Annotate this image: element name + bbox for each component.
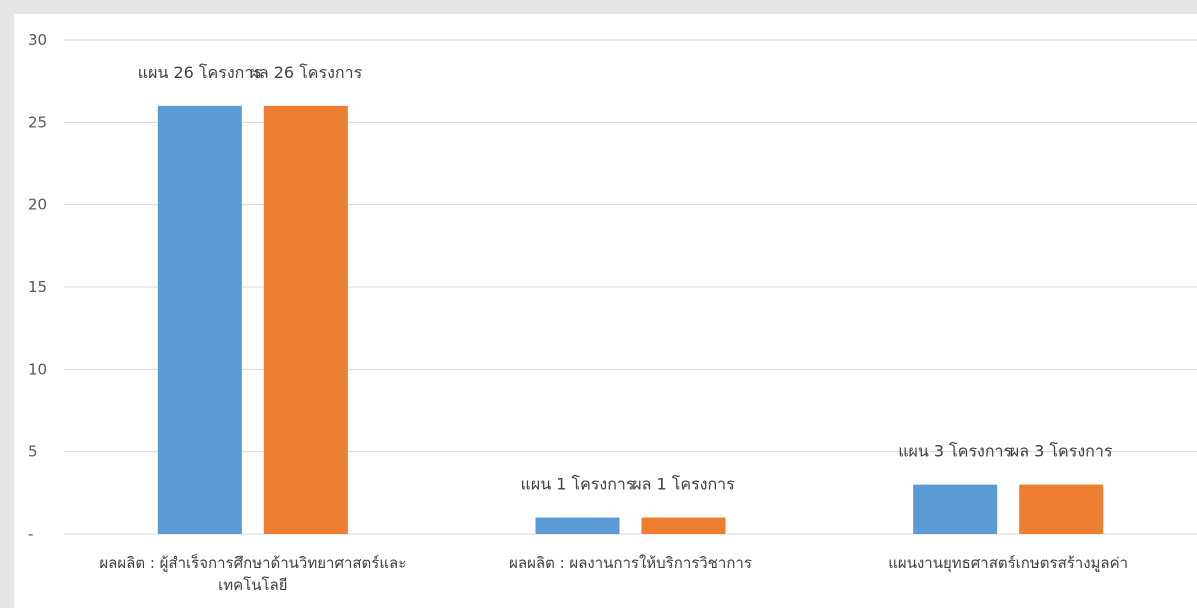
bar [641,517,726,534]
y-tick-label: - [28,525,33,543]
y-tick-label: 10 [28,360,47,378]
x-category-label: เทคโนโลยี [218,576,287,594]
bar [157,105,242,534]
y-tick-label: 20 [28,196,47,214]
y-tick-label: 30 [28,31,47,49]
bar [535,517,620,534]
data-label: แผน 3 โครงการ [898,442,1012,461]
data-label: ผล 1 โครงการ [632,475,735,494]
y-tick-label: 5 [28,443,38,461]
bar [1019,484,1104,534]
x-category-label: แผนงานยุทธศาสตร์เกษตรสร้างมูลค่า [888,554,1128,573]
x-category-label: ผลผลิต : ผลงานการให้บริการวิชาการ [509,554,752,572]
bar [263,105,348,534]
x-category-label: ผลผลิต : ผู้สำเร็จการศึกษาด้านวิทยาศาสตร… [99,553,406,572]
data-label: แผน 26 โครงการ [138,63,263,82]
y-tick-label: 15 [28,278,47,296]
data-label: ผล 26 โครงการ [249,63,362,82]
data-label: ผล 3 โครงการ [1010,442,1113,461]
data-label: แผน 1 โครงการ [521,475,635,494]
chart-panel: - 5 10 15 20 25 30 แผน 26 โครงการ ผล 26 โครงการผ… [14,14,1197,608]
y-tick-label: 25 [28,113,47,131]
bar [913,484,998,534]
